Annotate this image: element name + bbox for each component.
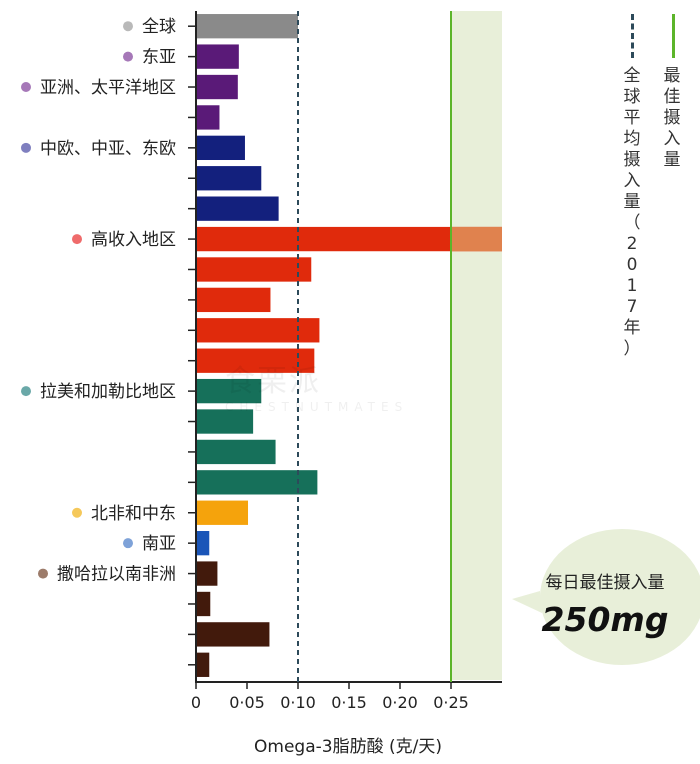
group-dot [21, 142, 31, 153]
callout-value: 250mg [541, 600, 669, 639]
bar-4-1 [196, 257, 312, 282]
group-dot [123, 21, 133, 32]
x-tick-label: 0·15 [331, 693, 367, 712]
group-dot [72, 234, 82, 245]
legend-dashed-swatch [631, 14, 634, 58]
bar-2-1 [196, 105, 220, 130]
bar-4-4 [196, 348, 315, 373]
bar-2-0 [196, 74, 238, 100]
axes-group: 0 0·05 0·10 0·15 0·20 0·25 [188, 11, 502, 712]
group-label: 东亚 [142, 48, 176, 68]
group-label: 高收入地区 [91, 230, 176, 250]
group-label: 拉美和加勒比地区 [40, 382, 176, 402]
optimal-region-band [451, 11, 502, 680]
bar-8-3 [196, 652, 210, 677]
x-tick-label: 0·10 [280, 693, 316, 712]
bar-5-3 [196, 470, 318, 495]
group-label: 北非和中东 [91, 504, 176, 524]
group-labels: 全球东亚亚洲、太平洋地区中欧、中亚、东欧高收入地区拉美和加勒比地区北非和中东南亚… [21, 17, 176, 585]
legend-dashed-label: 全球平均摄入量（2 0 1 7 年） [623, 66, 641, 359]
group-dot [72, 507, 82, 518]
bar-6-0 [196, 500, 249, 525]
bar-optimal-overlap [451, 226, 502, 252]
legend-solid-label: 最佳摄入量 [663, 66, 681, 170]
bar-5-1 [196, 409, 254, 434]
x-tick-label: 0 [191, 693, 201, 712]
reference-lines-group [297, 11, 452, 682]
x-tick-label: 0·25 [433, 693, 469, 712]
bar-3-2 [196, 196, 279, 221]
bar-4-2 [196, 287, 271, 313]
group-label: 亚洲、太平洋地区 [40, 78, 176, 98]
callout-label: 每日最佳摄入量 [545, 573, 665, 593]
bar-4-3 [196, 318, 320, 343]
callout-bubble [512, 529, 700, 665]
watermark-subtext: CHESTNUTMATES [225, 400, 409, 414]
group-dot [21, 386, 31, 397]
bar-8-0 [196, 561, 218, 586]
bar-5-2 [196, 439, 276, 465]
bar-5-0 [196, 378, 262, 404]
bar-8-1 [196, 591, 211, 617]
watermark: 食栗派 CHESTNUTMATES [225, 356, 408, 414]
x-tick-label: 0·20 [382, 693, 418, 712]
x-axis-label: Omega-3脂肪酸 (克/天) [254, 737, 442, 757]
legend-solid-swatch [672, 14, 675, 58]
group-dot [123, 51, 133, 62]
group-dot [21, 82, 31, 93]
bar-7-0 [196, 530, 210, 556]
group-label: 撒哈拉以南非洲 [57, 565, 176, 585]
bars-group [196, 14, 502, 677]
optimal-intake-region [451, 11, 502, 680]
bar-3-0 [196, 135, 245, 161]
group-dot [38, 568, 48, 579]
bar-8-2 [196, 622, 270, 647]
watermark-text: 食栗派 [225, 364, 321, 399]
x-tick-label: 0·05 [229, 693, 265, 712]
group-dot [123, 538, 133, 549]
bar-3-1 [196, 166, 262, 191]
group-label: 南亚 [142, 534, 176, 554]
bar-0-0 [196, 14, 298, 39]
bar-1-0 [196, 44, 239, 69]
group-label: 全球 [142, 17, 176, 37]
group-label: 中欧、中亚、东欧 [40, 139, 176, 159]
